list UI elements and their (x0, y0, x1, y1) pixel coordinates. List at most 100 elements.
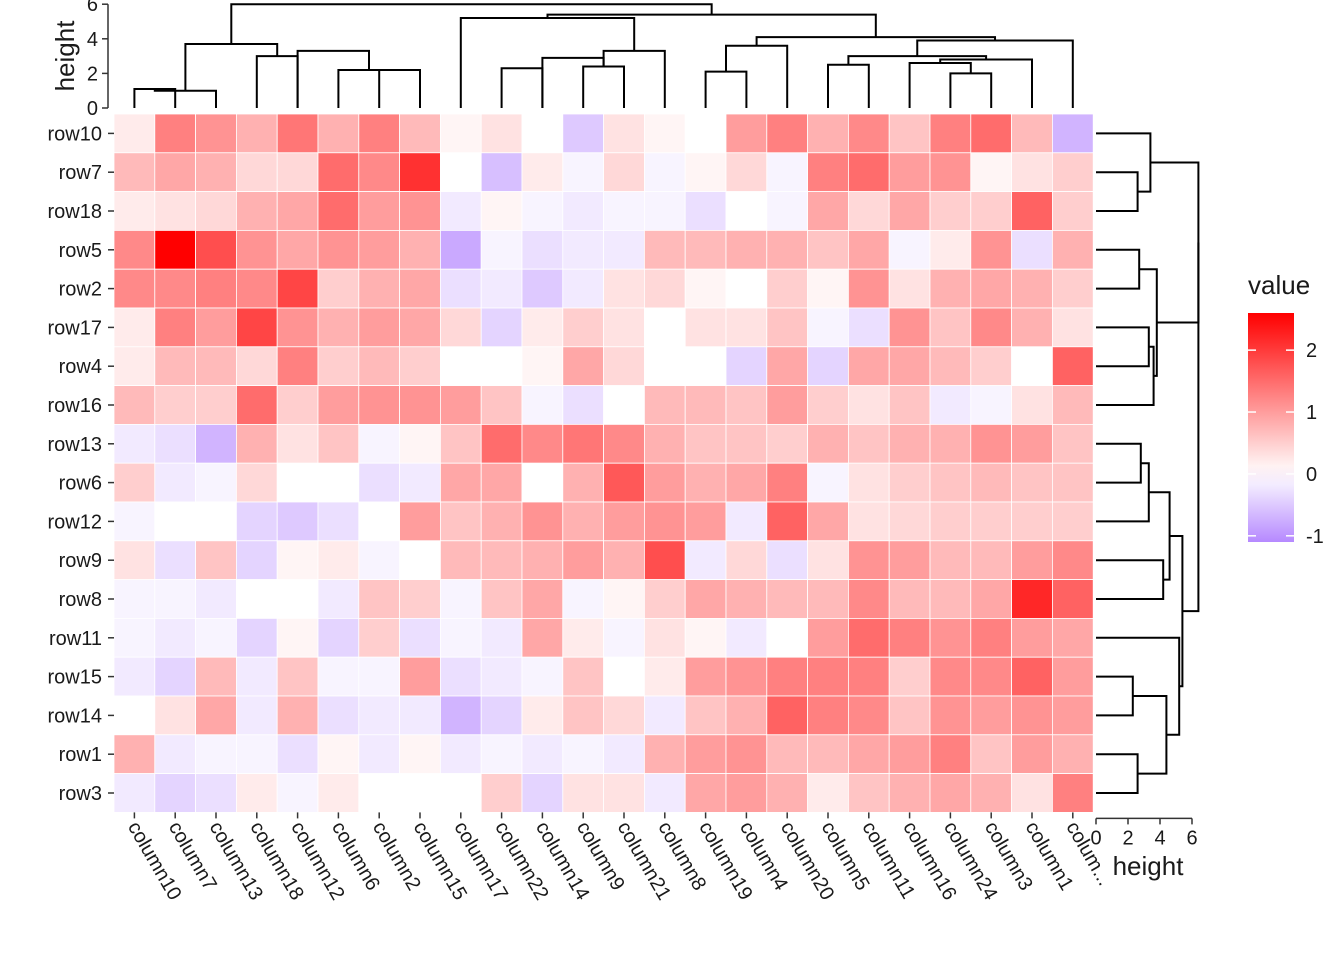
heatmap-cell (1052, 695, 1094, 736)
heatmap-cell (358, 307, 400, 348)
heatmap-cells (113, 113, 1094, 813)
column-dendrogram-branch (602, 49, 666, 108)
heatmap-cell (276, 540, 319, 580)
column-dendrogram-branch (939, 58, 1033, 108)
heatmap-cell (154, 656, 197, 697)
heatmap-cell (154, 540, 197, 580)
heatmap-cell (1052, 579, 1094, 619)
heatmap-cell (644, 462, 686, 503)
heatmap-cell (644, 152, 686, 193)
heatmap-cell (929, 501, 972, 542)
heatmap-cell (235, 579, 278, 619)
column-dendrogram-branch (459, 17, 636, 108)
heatmap-cell (684, 385, 727, 425)
legend-title: value (1248, 270, 1310, 300)
right-axis-tick-label: 0 (1090, 827, 1101, 849)
heatmap-cell (644, 540, 686, 580)
heatmap-cell (113, 307, 156, 348)
heatmap-cell (1052, 346, 1094, 386)
heatmap-cell (480, 618, 523, 658)
heatmap-cell (603, 656, 645, 697)
heatmap-cell (929, 773, 972, 813)
heatmap-cell (317, 307, 360, 348)
heatmap-cell (1011, 734, 1053, 774)
heatmap-cell (154, 229, 197, 270)
heatmap-cell (684, 695, 727, 736)
heatmap-cell (399, 152, 441, 193)
heatmap-cell (276, 773, 319, 813)
heatmap-cell (439, 191, 482, 231)
heatmap-cell (317, 734, 360, 774)
heatmap-cell (684, 229, 727, 270)
heatmap-cell (358, 268, 400, 309)
heatmap-cell (358, 540, 400, 580)
heatmap-cell (766, 695, 808, 736)
heatmap-cell (848, 656, 890, 697)
heatmap-cell (603, 618, 645, 658)
heatmap-cell (439, 773, 482, 813)
heatmap-cell (684, 191, 727, 231)
heatmap-cell (521, 540, 564, 580)
heatmap-cell (888, 385, 931, 425)
heatmap-cell (317, 346, 360, 386)
heatmap-cell (358, 229, 400, 270)
row-label: row13 (48, 434, 102, 456)
heatmap-cell (1011, 695, 1053, 736)
heatmap-cell (970, 385, 1012, 425)
heatmap-cell (358, 695, 400, 736)
heatmap-cell (399, 113, 441, 154)
heatmap-cell (929, 423, 972, 464)
row-label: row16 (48, 395, 102, 417)
heatmap-cell (603, 346, 645, 386)
heatmap-cell (317, 695, 360, 736)
heatmap-cell (644, 423, 686, 464)
heatmap-cell (562, 191, 604, 231)
heatmap-cell (644, 618, 686, 658)
heatmap-cell (807, 773, 849, 813)
heatmap-cell (195, 773, 237, 813)
heatmap-cell (480, 462, 523, 503)
heatmap-cell (970, 501, 1012, 542)
heatmap-cell (562, 268, 604, 309)
heatmap-cell (480, 113, 523, 154)
heatmap-cell (848, 695, 890, 736)
heatmap-cell (113, 229, 156, 270)
top-height-axis: 0 2 4 6 height (50, 0, 109, 120)
column-dendrogram-branch (153, 88, 217, 108)
heatmap-cell (929, 113, 972, 154)
heatmap-cell (603, 462, 645, 503)
heatmap-cell (807, 268, 849, 309)
heatmap-cell (439, 268, 482, 309)
heatmap-cell (358, 346, 400, 386)
heatmap-cell (725, 423, 768, 464)
heatmap-cell (399, 773, 441, 813)
heatmap-cell (807, 695, 849, 736)
heatmap-cell (317, 618, 360, 658)
heatmap-cell (358, 385, 400, 425)
heatmap-cell (276, 695, 319, 736)
row-dendrogram-branch (1096, 442, 1142, 484)
heatmap-cell (562, 229, 604, 270)
heatmap-cell (480, 773, 523, 813)
heatmap-cell (154, 773, 197, 813)
heatmap-cell (929, 540, 972, 580)
legend-label: -1 (1306, 526, 1324, 548)
heatmap-cell (276, 113, 319, 154)
heatmap-cell (644, 579, 686, 619)
heatmap-cell (929, 462, 972, 503)
heatmap-cell (480, 656, 523, 697)
heatmap-cell (317, 385, 360, 425)
heatmap-cell (154, 579, 197, 619)
heatmap-cell (521, 656, 564, 697)
heatmap-cell (684, 307, 727, 348)
heatmap-cell (929, 695, 972, 736)
heatmap-cell (154, 618, 197, 658)
heatmap-cell (358, 579, 400, 619)
heatmap-cell (807, 618, 849, 658)
heatmap-cell (235, 773, 278, 813)
heatmap-cell (317, 462, 360, 503)
heatmap-cell (358, 734, 400, 774)
heatmap-cell (195, 734, 237, 774)
row-dendrogram-branch (1096, 132, 1152, 193)
row-label: row7 (59, 162, 102, 184)
